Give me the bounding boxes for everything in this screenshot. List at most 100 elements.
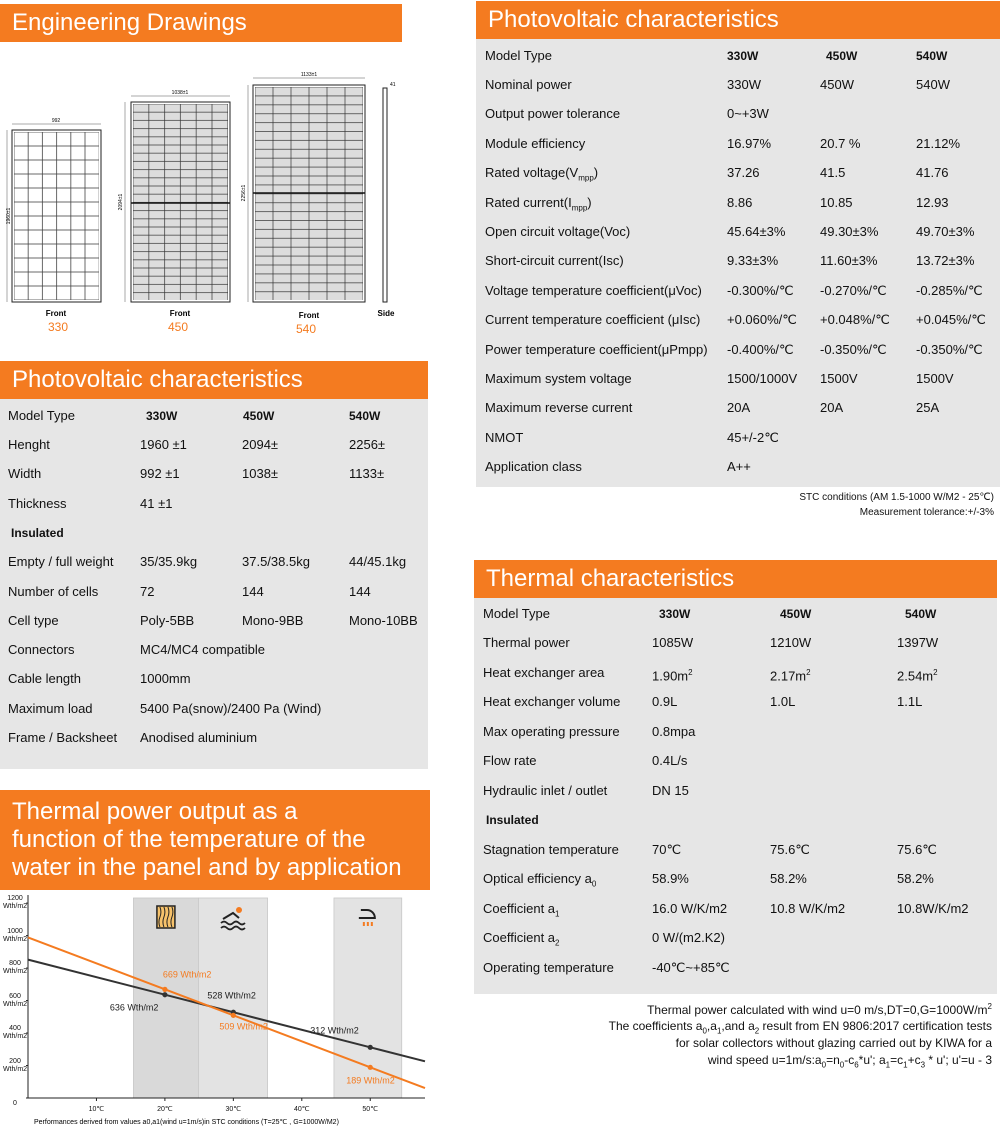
- text: 41.76: [916, 165, 949, 181]
- text: 16.97%: [727, 135, 772, 151]
- point: [367, 1064, 373, 1070]
- view-label: Side: [378, 309, 395, 318]
- panel-540: [247, 77, 366, 303]
- table-cell: 0.8mpa: [652, 723, 695, 741]
- icon-part: [158, 906, 162, 928]
- text: 16.0 W/K/m2: [652, 900, 728, 916]
- table-cell: Coefficient a1: [483, 900, 559, 924]
- table-cell: 16.97%: [727, 135, 771, 153]
- note: Thermal power calculated with wind u=0 m…: [647, 1002, 992, 1017]
- text: 144: [349, 583, 371, 599]
- table-cell: Model Type: [8, 407, 75, 425]
- table-cell: 1.0L: [770, 693, 795, 711]
- y-tick-label: 0: [13, 1100, 17, 1107]
- table-cell: 5400 Pa(snow)/2400 Pa (Wind): [140, 700, 321, 718]
- text: Rated voltage(V: [485, 165, 579, 181]
- dim-height: 2094±1: [118, 193, 124, 210]
- table-cell: 45+/-2℃: [727, 429, 779, 447]
- table-cell: 2.17m2: [770, 664, 811, 685]
- text: Thermal power: [483, 635, 570, 650]
- text: Coefficient a: [483, 900, 556, 916]
- table-cell: 1960 ±1: [140, 436, 187, 454]
- text: 12.93: [916, 194, 949, 210]
- drawings: 992 1038±1 1133±1 41 1960±1 2094±1 2256±…: [6, 72, 396, 336]
- table-cell: Cell type: [8, 612, 59, 630]
- table-cell: Open circuit voltage(Voc): [485, 223, 630, 241]
- table-header-cell: 450W: [243, 407, 274, 425]
- text: 49.30±3%: [820, 224, 879, 239]
- table-cell: 20A: [727, 399, 750, 417]
- superscript: 2: [933, 667, 938, 677]
- x-tick-label: 10℃: [88, 1106, 105, 1113]
- text: Measurement tolerance:+/-3%: [859, 507, 994, 518]
- text: 70℃: [652, 841, 682, 857]
- text: 540W: [905, 607, 937, 621]
- text: Maximum system voltage: [485, 371, 632, 386]
- table-cell: Short-circuit current(Isc): [485, 252, 624, 270]
- text: 450W: [780, 607, 812, 621]
- text: 0~+3W: [727, 106, 769, 122]
- text: A++: [727, 459, 751, 475]
- text: Nominal power: [485, 77, 572, 92]
- subscript: 0: [702, 1026, 707, 1036]
- text: =c: [890, 1053, 904, 1067]
- y-tick-label: 800 Wth/m2: [2, 960, 28, 976]
- text: 41.5: [820, 165, 846, 181]
- note: STC conditions (AM 1.5-1000 W/M2 - 25℃): [799, 492, 994, 503]
- subscript: 1: [903, 1060, 908, 1070]
- text: ,a: [706, 1019, 717, 1033]
- subscript: 2: [754, 1026, 760, 1036]
- table-cell: 41 ±1: [140, 495, 172, 513]
- text: Mono-9BB: [242, 612, 304, 628]
- table-cell: Anodised aluminium: [140, 729, 257, 747]
- text: Hydraulic inlet / outlet: [483, 782, 608, 798]
- text: 25A: [916, 400, 940, 416]
- text: 992 ±1: [140, 466, 180, 482]
- text: 41 ±1: [140, 495, 173, 511]
- text: 35/35.9kg: [140, 554, 198, 570]
- table-cell: 8.86: [727, 194, 752, 212]
- text: Frame / Backsheet: [8, 730, 118, 745]
- text: Poly-5BB: [140, 612, 195, 628]
- data-label: 509 Wth/m2: [219, 1021, 268, 1031]
- table-cell: DN 15: [652, 782, 689, 800]
- table-cell: 58.2%: [897, 870, 934, 888]
- text: 1.90m: [652, 667, 689, 683]
- table-header-cell: Insulated: [11, 524, 64, 542]
- table-cell: 21.12%: [916, 135, 960, 153]
- icon-shower: [358, 909, 376, 926]
- text: Model Type: [8, 408, 75, 423]
- text: 21.12%: [916, 135, 961, 151]
- table-cell: 2094±: [242, 436, 278, 454]
- table-cell: Flow rate: [483, 752, 536, 770]
- table-cell: Nominal power: [485, 76, 572, 94]
- dim-width: 1133±1: [301, 72, 317, 78]
- table-cell: 72: [140, 583, 154, 601]
- table-header-cell: 330W: [659, 605, 690, 623]
- x-tick-label: 50℃: [362, 1106, 379, 1113]
- superscript: 2: [806, 667, 811, 677]
- subscript: 6: [854, 1060, 859, 1070]
- icon-part: [156, 905, 176, 929]
- text: 5400 Pa(snow)/2400 Pa (Wind): [140, 700, 322, 716]
- chart-title-line: function of the temperature of the: [12, 826, 366, 853]
- icon-part: [222, 911, 240, 920]
- table-cell: 10.85: [820, 194, 853, 212]
- icon-part: [362, 922, 373, 926]
- text: Open circuit voltage(Voc): [485, 224, 631, 239]
- text: 0 W/(m2.K2): [652, 930, 725, 945]
- table-cell: 1210W: [770, 634, 811, 652]
- table-cell: -40℃~+85℃: [652, 959, 730, 977]
- table-cell: 1500/1000V: [727, 370, 797, 388]
- text: 0.9L: [652, 694, 678, 709]
- section-title: Photovoltaic characteristics: [0, 361, 428, 399]
- subscript: 1: [716, 1026, 722, 1036]
- panel-330: [6, 123, 102, 303]
- table-cell: Rated current(Impp): [485, 194, 592, 218]
- table-cell: A++: [727, 458, 751, 476]
- text: Maximum load: [8, 700, 93, 716]
- text: 1397W: [897, 635, 939, 650]
- text: 45+/-2℃: [727, 429, 779, 445]
- dim-height: 2256±1: [241, 184, 247, 201]
- data-label: 528 Wth/m2: [207, 990, 256, 1000]
